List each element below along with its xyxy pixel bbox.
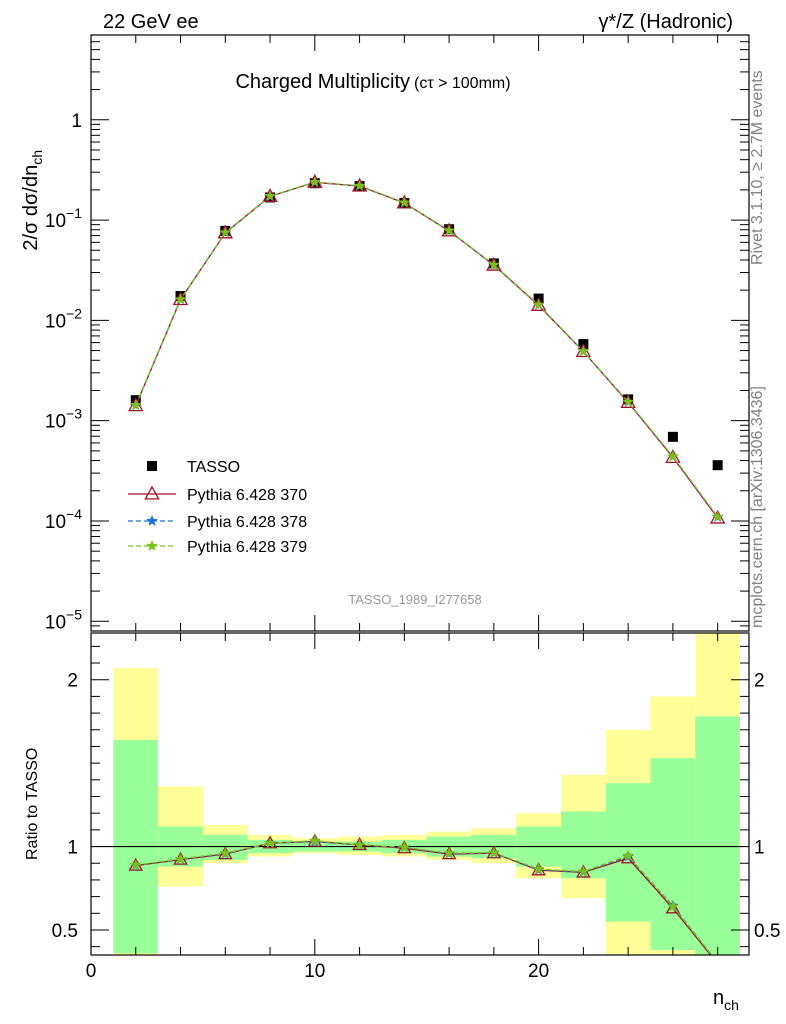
ratio-point	[129, 858, 142, 871]
legend-label: Pythia 6.428 370	[187, 487, 307, 504]
ratio-panel: 0.5 0.51 12 20 10 20 Ratio to TASSO nch	[24, 632, 780, 1013]
legend-marker	[144, 485, 160, 500]
ratio-point	[665, 900, 681, 914]
ratio-y-tick-label-right: 1	[754, 838, 765, 859]
data-point	[622, 395, 635, 407]
data-point	[174, 293, 187, 305]
main-plot-area	[128, 173, 726, 524]
legend-marker	[146, 539, 158, 551]
data-point	[353, 179, 366, 191]
main-y-tick-label: 10−4	[45, 506, 82, 533]
inner-band-bin	[695, 716, 741, 955]
ratio-point	[532, 862, 545, 875]
rivet-label: Rivet 3.1.10, ≥ 2.7M events	[749, 70, 766, 265]
xlabel: nch	[713, 987, 739, 1013]
ratio-point	[577, 865, 590, 877]
ratio-point	[219, 846, 232, 859]
legend: TASSO Pythia 6.428 370 Pythia 6.428 378 Pyt…	[128, 459, 307, 556]
ratio-plot-area	[91, 633, 749, 955]
data-point	[667, 450, 679, 462]
data-point	[577, 345, 590, 357]
legend-marker	[146, 514, 158, 526]
ratio-y-tick-label: 2	[67, 671, 78, 692]
series-line	[135, 181, 719, 518]
data-point	[443, 224, 455, 236]
uncertainty-bands	[113, 633, 741, 955]
series-0	[130, 178, 723, 471]
x-tick-label: 20	[528, 961, 549, 982]
header-right: γ*/Z (Hadronic)	[599, 11, 733, 33]
ratio-axes: 0.5 0.51 12 20 10 20	[52, 633, 780, 982]
analysis-watermark: TASSO_1989_I277658	[348, 592, 481, 607]
main-axes: 10−5 10−4 10−3 10−2 10−1 1	[45, 34, 749, 633]
ratio-y-tick-label: 1	[67, 838, 78, 859]
data-point	[712, 460, 723, 471]
ratio-point	[353, 838, 366, 850]
legend-label: Pythia 6.428 378	[187, 514, 307, 531]
ratio-point	[264, 836, 277, 849]
x-tick-label: 10	[304, 961, 325, 982]
legend-label: Pythia 6.428 379	[187, 539, 307, 556]
data-point	[711, 510, 724, 522]
ratio-ylabel: Ratio to TASSO	[24, 748, 41, 860]
ratio-point	[308, 834, 321, 846]
main-y-tick-label: 10−5	[45, 606, 82, 633]
inner-band-bin	[650, 758, 696, 950]
header-left: 22 GeV ee	[103, 11, 199, 33]
ratio-series-2	[129, 834, 713, 955]
ratio-point	[174, 852, 187, 864]
x-tick-label: 0	[86, 961, 97, 982]
main-frame	[90, 34, 750, 632]
main-y-tick-label: 10−2	[45, 305, 82, 332]
data-point	[264, 189, 276, 202]
data-point	[532, 298, 545, 310]
main-y-tick-label: 10−1	[45, 205, 82, 232]
ratio-point	[667, 900, 679, 912]
data-point	[219, 226, 232, 238]
mcplots-label: mcplots.cern.ch [arXiv:1306.3436]	[749, 386, 766, 628]
main-panel: 10−5 10−4 10−3 10−2 10−1 1 Charged Multiplici…	[20, 34, 750, 633]
ratio-y-tick-label: 0.5	[52, 921, 78, 942]
main-ylabel: 2/σ dσ/dnch	[20, 150, 45, 251]
ratio-y-tick-label-right: 2	[754, 671, 765, 692]
legend-marker	[147, 461, 157, 471]
main-y-tick-label: 1	[71, 111, 82, 132]
chart-subtitle: (cτ > 100mm)	[414, 75, 511, 92]
data-point	[667, 431, 678, 442]
chart-title: Charged Multiplicity	[235, 71, 410, 93]
data-point	[398, 196, 411, 208]
series-3	[129, 175, 724, 522]
ratio-frame	[90, 632, 750, 956]
data-point	[308, 175, 321, 188]
ratio-y-tick-label-right: 0.5	[754, 921, 780, 942]
ratio-point	[443, 846, 455, 859]
ratio-series-line	[135, 840, 713, 955]
main-y-tick-label: 10−3	[45, 406, 82, 433]
data-point	[129, 398, 142, 411]
ratio-point	[487, 846, 500, 858]
ratio-point	[622, 849, 635, 861]
data-point	[487, 258, 500, 271]
ratio-point	[398, 840, 411, 853]
legend-label: TASSO	[187, 459, 240, 476]
